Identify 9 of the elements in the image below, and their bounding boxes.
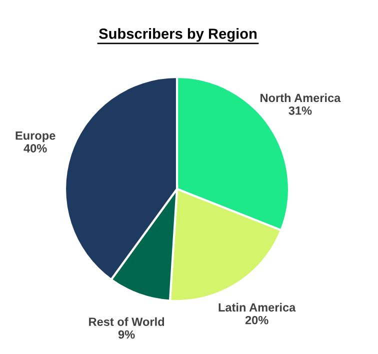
slice-label: Europe: [16, 132, 56, 142]
data-label: 31%: [288, 106, 312, 115]
slice-label: Latin America: [218, 302, 296, 312]
data-label: 20%: [245, 316, 268, 324]
data-label: 9%: [118, 330, 135, 339]
chart-title: Subscribers by Region: [99, 28, 257, 42]
slice-label: North America: [260, 93, 341, 102]
slice-label: Rest of World: [89, 317, 164, 326]
data-label: 40%: [24, 144, 47, 152]
